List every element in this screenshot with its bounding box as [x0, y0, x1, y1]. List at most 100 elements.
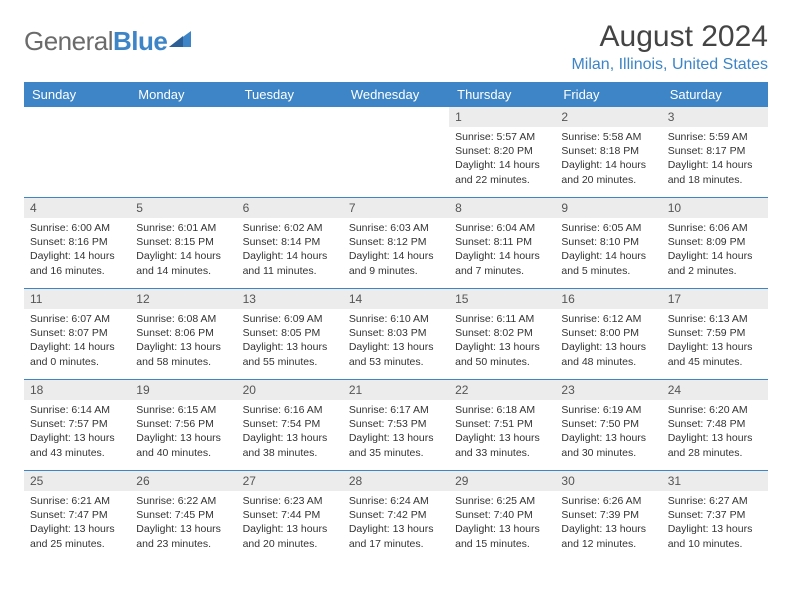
day-sunrise: Sunrise: 6:13 AM	[668, 312, 762, 326]
calendar-day-cell: 25Sunrise: 6:21 AMSunset: 7:47 PMDayligh…	[24, 471, 130, 562]
day-daylight1: Daylight: 14 hours	[243, 249, 337, 263]
day-sunset: Sunset: 8:11 PM	[455, 235, 549, 249]
day-sunset: Sunset: 8:00 PM	[561, 326, 655, 340]
day-sunset: Sunset: 7:53 PM	[349, 417, 443, 431]
day-daylight1: Daylight: 13 hours	[136, 522, 230, 536]
day-daylight1: Daylight: 13 hours	[561, 522, 655, 536]
day-daylight2: and 5 minutes.	[561, 264, 655, 278]
day-daylight1: Daylight: 13 hours	[349, 431, 443, 445]
day-details: Sunrise: 6:16 AMSunset: 7:54 PMDaylight:…	[237, 400, 343, 464]
day-number: 28	[343, 471, 449, 491]
day-sunrise: Sunrise: 6:26 AM	[561, 494, 655, 508]
calendar-weekday-header: SundayMondayTuesdayWednesdayThursdayFrid…	[24, 82, 768, 107]
day-sunrise: Sunrise: 6:24 AM	[349, 494, 443, 508]
day-daylight2: and 0 minutes.	[30, 355, 124, 369]
day-details: Sunrise: 6:21 AMSunset: 7:47 PMDaylight:…	[24, 491, 130, 555]
weekday-header: Friday	[555, 82, 661, 107]
day-details: Sunrise: 6:03 AMSunset: 8:12 PMDaylight:…	[343, 218, 449, 282]
day-daylight1: Daylight: 14 hours	[455, 158, 549, 172]
day-sunset: Sunset: 8:02 PM	[455, 326, 549, 340]
day-daylight2: and 11 minutes.	[243, 264, 337, 278]
calendar-day-cell: 18Sunrise: 6:14 AMSunset: 7:57 PMDayligh…	[24, 380, 130, 471]
day-number: 3	[662, 107, 768, 127]
calendar-day-cell: ..	[237, 107, 343, 198]
day-daylight1: Daylight: 13 hours	[455, 431, 549, 445]
day-daylight2: and 17 minutes.	[349, 537, 443, 551]
day-daylight1: Daylight: 14 hours	[30, 340, 124, 354]
day-daylight1: Daylight: 14 hours	[455, 249, 549, 263]
day-details: Sunrise: 5:59 AMSunset: 8:17 PMDaylight:…	[662, 127, 768, 191]
day-daylight1: Daylight: 13 hours	[455, 522, 549, 536]
day-daylight2: and 20 minutes.	[243, 537, 337, 551]
day-number: 21	[343, 380, 449, 400]
calendar-day-cell: 15Sunrise: 6:11 AMSunset: 8:02 PMDayligh…	[449, 289, 555, 380]
day-number: 19	[130, 380, 236, 400]
day-daylight1: Daylight: 13 hours	[243, 431, 337, 445]
day-daylight2: and 50 minutes.	[455, 355, 549, 369]
day-daylight2: and 10 minutes.	[668, 537, 762, 551]
day-daylight2: and 18 minutes.	[668, 173, 762, 187]
day-daylight2: and 23 minutes.	[136, 537, 230, 551]
day-sunrise: Sunrise: 6:02 AM	[243, 221, 337, 235]
day-sunset: Sunset: 8:03 PM	[349, 326, 443, 340]
day-sunset: Sunset: 8:14 PM	[243, 235, 337, 249]
calendar-day-cell: 26Sunrise: 6:22 AMSunset: 7:45 PMDayligh…	[130, 471, 236, 562]
day-daylight1: Daylight: 14 hours	[668, 158, 762, 172]
day-sunrise: Sunrise: 6:01 AM	[136, 221, 230, 235]
calendar-table: SundayMondayTuesdayWednesdayThursdayFrid…	[24, 82, 768, 561]
day-daylight1: Daylight: 13 hours	[30, 431, 124, 445]
day-sunset: Sunset: 8:16 PM	[30, 235, 124, 249]
day-number: 11	[24, 289, 130, 309]
day-sunset: Sunset: 7:48 PM	[668, 417, 762, 431]
day-number: 6	[237, 198, 343, 218]
day-daylight2: and 12 minutes.	[561, 537, 655, 551]
day-sunset: Sunset: 7:51 PM	[455, 417, 549, 431]
day-daylight2: and 14 minutes.	[136, 264, 230, 278]
calendar-day-cell: 21Sunrise: 6:17 AMSunset: 7:53 PMDayligh…	[343, 380, 449, 471]
day-details: Sunrise: 6:26 AMSunset: 7:39 PMDaylight:…	[555, 491, 661, 555]
day-details: Sunrise: 6:10 AMSunset: 8:03 PMDaylight:…	[343, 309, 449, 373]
calendar-day-cell: 29 Sunrise: 6:25 AMSunset: 7:40 PMDayligh…	[449, 471, 555, 562]
calendar-day-cell: 28Sunrise: 6:24 AMSunset: 7:42 PMDayligh…	[343, 471, 449, 562]
weekday-header: Sunday	[24, 82, 130, 107]
day-sunset: Sunset: 8:17 PM	[668, 144, 762, 158]
day-sunrise: Sunrise: 6:17 AM	[349, 403, 443, 417]
day-daylight1: Daylight: 14 hours	[136, 249, 230, 263]
day-details: Sunrise: 6:17 AMSunset: 7:53 PMDaylight:…	[343, 400, 449, 464]
calendar-day-cell: 10Sunrise: 6:06 AMSunset: 8:09 PMDayligh…	[662, 198, 768, 289]
day-details: Sunrise: 6:00 AMSunset: 8:16 PMDaylight:…	[24, 218, 130, 282]
day-daylight2: and 16 minutes.	[30, 264, 124, 278]
day-sunrise: Sunrise: 5:59 AM	[668, 130, 762, 144]
day-number: 7	[343, 198, 449, 218]
calendar-day-cell: 30Sunrise: 6:26 AMSunset: 7:39 PMDayligh…	[555, 471, 661, 562]
day-daylight1: Daylight: 14 hours	[30, 249, 124, 263]
day-sunrise: Sunrise: 6:18 AM	[455, 403, 549, 417]
day-number: 29	[449, 471, 555, 491]
month-title: August 2024	[571, 20, 768, 54]
day-sunrise: Sunrise: 6:09 AM	[243, 312, 337, 326]
day-sunset: Sunset: 8:10 PM	[561, 235, 655, 249]
calendar-day-cell: 9Sunrise: 6:05 AMSunset: 8:10 PMDaylight…	[555, 198, 661, 289]
day-details: Sunrise: 6:27 AMSunset: 7:37 PMDaylight:…	[662, 491, 768, 555]
day-sunset: Sunset: 7:40 PM	[455, 508, 549, 522]
day-daylight2: and 33 minutes.	[455, 446, 549, 460]
day-sunrise: Sunrise: 6:25 AM	[455, 494, 549, 508]
calendar-day-cell: 23Sunrise: 6:19 AMSunset: 7:50 PMDayligh…	[555, 380, 661, 471]
calendar-day-cell: 4Sunrise: 6:00 AMSunset: 8:16 PMDaylight…	[24, 198, 130, 289]
calendar-day-cell: 20Sunrise: 6:16 AMSunset: 7:54 PMDayligh…	[237, 380, 343, 471]
weekday-header: Thursday	[449, 82, 555, 107]
day-daylight1: Daylight: 14 hours	[668, 249, 762, 263]
day-sunrise: Sunrise: 6:27 AM	[668, 494, 762, 508]
day-sunset: Sunset: 7:50 PM	[561, 417, 655, 431]
day-details: Sunrise: 6:08 AMSunset: 8:06 PMDaylight:…	[130, 309, 236, 373]
day-daylight1: Daylight: 13 hours	[136, 431, 230, 445]
day-details: Sunrise: 6:19 AMSunset: 7:50 PMDaylight:…	[555, 400, 661, 464]
day-details: Sunrise: 6:24 AMSunset: 7:42 PMDaylight:…	[343, 491, 449, 555]
day-daylight1: Daylight: 13 hours	[349, 522, 443, 536]
day-daylight2: and 43 minutes.	[30, 446, 124, 460]
calendar-day-cell: 2Sunrise: 5:58 AMSunset: 8:18 PMDaylight…	[555, 107, 661, 198]
day-sunrise: Sunrise: 6:20 AM	[668, 403, 762, 417]
day-details: Sunrise: 5:57 AMSunset: 8:20 PMDaylight:…	[449, 127, 555, 191]
calendar-week-row: 4Sunrise: 6:00 AMSunset: 8:16 PMDaylight…	[24, 198, 768, 289]
day-daylight1: Daylight: 13 hours	[561, 340, 655, 354]
